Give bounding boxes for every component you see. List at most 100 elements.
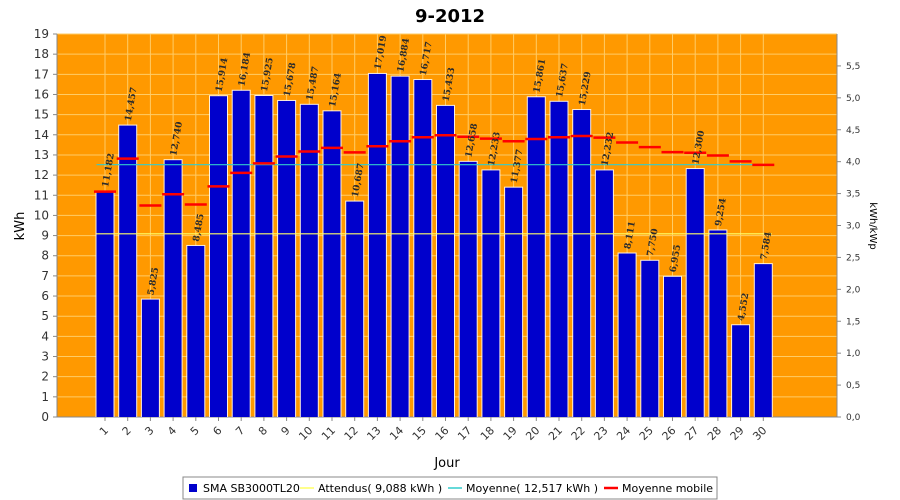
bar — [278, 100, 296, 417]
y-tick-label: 3 — [41, 350, 49, 364]
x-tick-label: 20 — [523, 424, 542, 443]
y-tick-label: 6 — [41, 289, 49, 303]
bar — [119, 125, 137, 417]
x-tick-label: 11 — [319, 424, 338, 443]
y2-tick-label: 4,0 — [846, 158, 861, 168]
y-tick-label: 11 — [34, 188, 49, 202]
x-tick-label: 16 — [433, 424, 452, 443]
y-tick-label: 16 — [34, 87, 49, 101]
x-tick-label: 26 — [660, 424, 679, 443]
y-tick-label: 9 — [41, 229, 49, 243]
bar-value-label: 9,254 — [714, 197, 729, 226]
y-tick-label: 2 — [41, 370, 49, 384]
bar-value-label: 4,552 — [737, 292, 752, 321]
bar — [232, 90, 250, 417]
bar — [255, 95, 273, 417]
y2-tick-label: 5,5 — [846, 62, 860, 72]
bar — [664, 276, 681, 417]
y-tick-label: 4 — [41, 329, 49, 343]
x-tick-label: 23 — [591, 424, 610, 443]
bar — [164, 160, 182, 417]
y-tick-label: 14 — [34, 128, 49, 142]
x-tick-label: 25 — [637, 424, 656, 443]
y2-tick-label: 3,5 — [846, 190, 860, 200]
bar — [573, 110, 591, 418]
x-tick-label: 27 — [682, 424, 701, 443]
bar-value-label: 7,584 — [759, 231, 774, 260]
bar-value-label: 5,825 — [147, 267, 162, 296]
x-tick-label: 5 — [188, 424, 202, 438]
bar-value-label: 6,955 — [669, 244, 684, 273]
y-axis-label: kWh — [13, 212, 28, 241]
legend-entry: Attendus( 9,088 kWh ) — [318, 482, 442, 495]
bar — [641, 260, 659, 417]
x-tick-label: 1 — [97, 424, 111, 438]
bar-value-label: 8,111 — [623, 221, 638, 250]
y2-tick-label: 2,5 — [846, 253, 860, 263]
plot-area: 0123456789101112131415161718190,00,51,01… — [34, 27, 861, 443]
y2-tick-label: 4,5 — [846, 126, 860, 136]
x-tick-label: 29 — [728, 424, 747, 443]
x-axis-label: Jour — [433, 456, 460, 471]
y-tick-label: 0 — [41, 410, 49, 424]
x-tick-label: 15 — [410, 424, 429, 443]
bar — [414, 80, 432, 417]
y-tick-label: 15 — [34, 108, 49, 122]
y2-tick-label: 0,5 — [846, 381, 860, 391]
bar — [141, 299, 159, 417]
x-tick-label: 3 — [142, 424, 156, 438]
x-tick-label: 6 — [210, 424, 224, 438]
x-tick-label: 4 — [165, 424, 179, 438]
x-tick-label: 7 — [233, 424, 247, 438]
x-tick-label: 22 — [569, 424, 588, 443]
bar — [732, 325, 750, 417]
y-tick-label: 10 — [34, 208, 49, 222]
legend-entry: SMA SB3000TL20 — [203, 482, 300, 495]
bar — [368, 73, 386, 417]
y2-tick-label: 1,0 — [846, 349, 861, 359]
bar — [686, 169, 704, 417]
y2-tick-label: 5,0 — [846, 94, 861, 104]
chart-legend: SMA SB3000TL20 Attendus( 9,088 kWh ) Moyen… — [182, 476, 718, 500]
y-tick-label: 5 — [41, 309, 49, 323]
bar — [437, 105, 454, 418]
y-tick-label: 1 — [41, 390, 49, 404]
x-tick-label: 14 — [387, 424, 406, 443]
legend-entry: Moyenne mobile — [622, 482, 713, 495]
bar — [187, 245, 205, 417]
x-tick-label: 9 — [279, 424, 293, 438]
bar — [346, 201, 364, 417]
x-tick-label: 28 — [705, 424, 724, 443]
x-tick-label: 24 — [614, 424, 633, 443]
x-tick-label: 17 — [455, 424, 474, 443]
bar — [595, 170, 613, 417]
bar — [482, 170, 500, 417]
bar — [391, 76, 409, 417]
chart-title: 9-2012 — [415, 6, 485, 27]
y2-axis-label: kWh/kWp — [867, 202, 878, 249]
x-tick-label: 30 — [750, 424, 769, 443]
y-tick-label: 12 — [34, 168, 49, 182]
y-tick-label: 19 — [34, 27, 49, 41]
bar — [210, 96, 227, 417]
bar — [709, 230, 727, 417]
bar — [96, 191, 114, 417]
x-tick-label: 8 — [256, 424, 270, 438]
legend-entry: Moyenne( 12,517 kWh ) — [466, 482, 598, 495]
y-tick-label: 8 — [41, 249, 49, 263]
legend-swatch-bar — [189, 484, 197, 492]
y2-tick-label: 0,0 — [846, 413, 861, 423]
bar — [505, 187, 523, 417]
y-tick-label: 17 — [34, 67, 49, 81]
bar — [300, 104, 318, 417]
y-tick-label: 13 — [34, 148, 49, 162]
bar — [618, 253, 636, 417]
x-tick-label: 2 — [120, 424, 134, 438]
y-tick-label: 18 — [34, 47, 49, 61]
y2-tick-label: 2,0 — [846, 285, 861, 295]
bar — [527, 97, 545, 417]
x-tick-label: 19 — [501, 424, 520, 443]
bar — [459, 161, 477, 417]
